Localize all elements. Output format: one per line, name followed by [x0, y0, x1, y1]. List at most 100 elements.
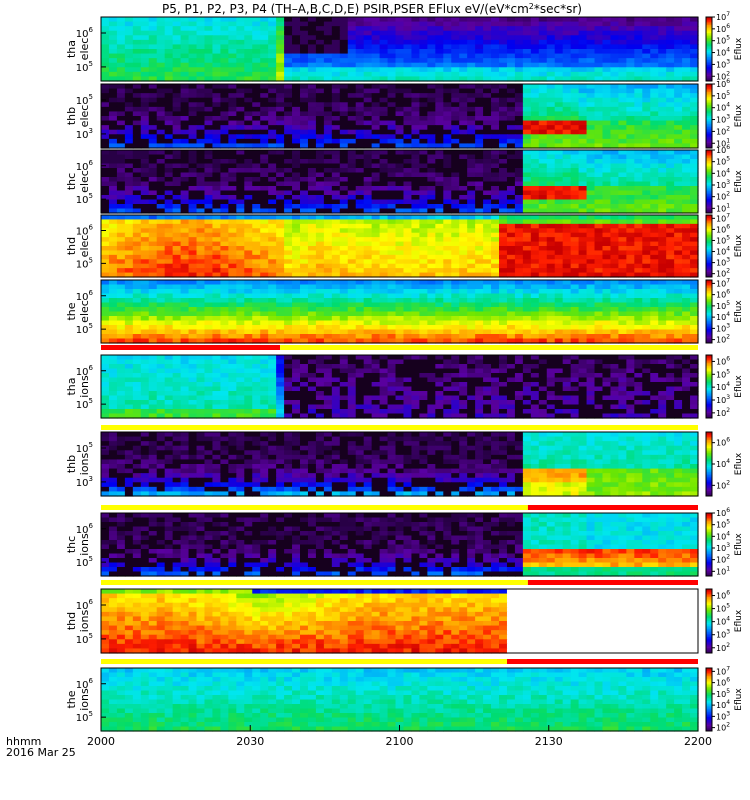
- heatmap-cell: [236, 84, 245, 90]
- heatmap-cell: [451, 116, 460, 122]
- heatmap-cell: [546, 39, 556, 46]
- heatmap-cell: [124, 84, 134, 90]
- heatmap-cell: [371, 241, 381, 247]
- heatmap-cell: [658, 289, 667, 295]
- colorbar-step: [706, 140, 712, 142]
- heatmap-cell: [355, 298, 365, 304]
- heatmap-cell: [212, 259, 221, 265]
- heatmap-cell: [132, 208, 142, 214]
- heatmap-cell: [682, 172, 691, 178]
- heatmap-cell: [371, 254, 381, 260]
- heatmap-cell: [300, 84, 309, 90]
- heatmap-cell: [132, 120, 142, 126]
- heatmap-cell: [578, 228, 588, 234]
- heatmap-cell: [252, 289, 261, 295]
- heatmap-cell: [594, 254, 604, 260]
- heatmap-cell: [483, 268, 492, 274]
- heatmap-cell: [514, 116, 524, 122]
- heatmap-cell: [435, 44, 444, 50]
- heatmap-cell: [586, 49, 596, 55]
- heatmap-cell: [514, 138, 524, 145]
- heatmap-cell: [586, 21, 596, 27]
- heatmap-cell: [658, 199, 667, 205]
- heatmap-cell: [236, 280, 245, 286]
- heatmap-cell: [682, 263, 691, 269]
- heatmap-cell: [124, 280, 134, 286]
- heatmap-cell: [323, 168, 333, 174]
- heatmap-cell: [236, 298, 245, 304]
- heatmap-cell: [570, 150, 580, 156]
- heatmap-cell: [690, 134, 699, 140]
- heatmap-cell: [148, 88, 158, 94]
- heatmap-cell: [379, 53, 389, 59]
- heatmap-cell: [538, 204, 548, 210]
- heatmap-cell: [315, 58, 325, 64]
- heatmap-cell: [514, 219, 524, 225]
- heatmap-cell: [427, 143, 436, 149]
- heatmap-cell: [499, 181, 508, 187]
- heatmap-cell: [268, 125, 277, 131]
- heatmap-cell: [682, 93, 691, 99]
- heatmap-cell: [467, 143, 476, 149]
- heatmap-cell: [132, 177, 142, 183]
- heatmap-cell: [467, 39, 476, 46]
- heatmap-cell: [530, 21, 540, 27]
- panel-species-label: elec: [78, 105, 91, 128]
- heatmap-cell: [188, 71, 198, 78]
- heatmap-cell: [435, 223, 444, 229]
- heatmap-cell: [315, 263, 325, 269]
- heatmap-cell: [307, 177, 317, 183]
- colorbar-step: [706, 233, 712, 236]
- heatmap-cell: [419, 268, 428, 274]
- heatmap-cell: [578, 293, 588, 299]
- heatmap-cell: [339, 30, 349, 36]
- heatmap-cell: [164, 284, 174, 290]
- heatmap-cell: [658, 84, 667, 90]
- heatmap-cell: [292, 76, 301, 82]
- heatmap-cell: [642, 208, 651, 214]
- heatmap-cell: [307, 58, 317, 64]
- heatmap-cell: [475, 298, 484, 304]
- heatmap-cell: [212, 219, 221, 225]
- heatmap-cell: [562, 150, 572, 156]
- heatmap-cell: [132, 237, 142, 243]
- heatmap-cell: [578, 190, 588, 196]
- heatmap-cell: [196, 280, 206, 286]
- heatmap-cell: [650, 241, 659, 247]
- heatmap-cell: [554, 268, 564, 274]
- heatmap-cell: [451, 129, 460, 135]
- heatmap-cell: [292, 280, 301, 286]
- heatmap-cell: [522, 228, 532, 234]
- heatmap-cell: [196, 35, 206, 41]
- heatmap-cell: [530, 190, 540, 196]
- heatmap-cell: [101, 186, 110, 192]
- heatmap-cell: [483, 116, 492, 122]
- heatmap-cell: [363, 190, 373, 196]
- heatmap-cell: [108, 307, 118, 313]
- heatmap-cell: [379, 280, 389, 286]
- colorbar-step: [706, 47, 712, 50]
- heatmap-cell: [435, 280, 444, 286]
- heatmap-cell: [682, 120, 691, 126]
- heatmap-cell: [347, 302, 357, 308]
- heatmap-cell: [228, 106, 237, 113]
- heatmap-cell: [323, 116, 333, 122]
- heatmap-cell: [268, 263, 277, 269]
- heatmap-cell: [124, 241, 134, 247]
- heatmap-cell: [252, 307, 261, 313]
- heatmap-cell: [403, 84, 413, 90]
- heatmap-cell: [188, 67, 198, 73]
- heatmap-cell: [124, 120, 134, 126]
- heatmap-cell: [148, 150, 158, 156]
- heatmap-cell: [419, 219, 428, 225]
- heatmap-cell: [602, 129, 612, 135]
- heatmap-cell: [395, 159, 405, 165]
- heatmap-cell: [459, 154, 468, 160]
- heatmap-cell: [228, 223, 237, 229]
- heatmap-cell: [491, 71, 500, 78]
- heatmap-cell: [347, 293, 357, 299]
- heatmap-cell: [650, 163, 659, 169]
- heatmap-cell: [228, 30, 237, 36]
- heatmap-cell: [443, 219, 452, 225]
- heatmap-cell: [618, 116, 627, 122]
